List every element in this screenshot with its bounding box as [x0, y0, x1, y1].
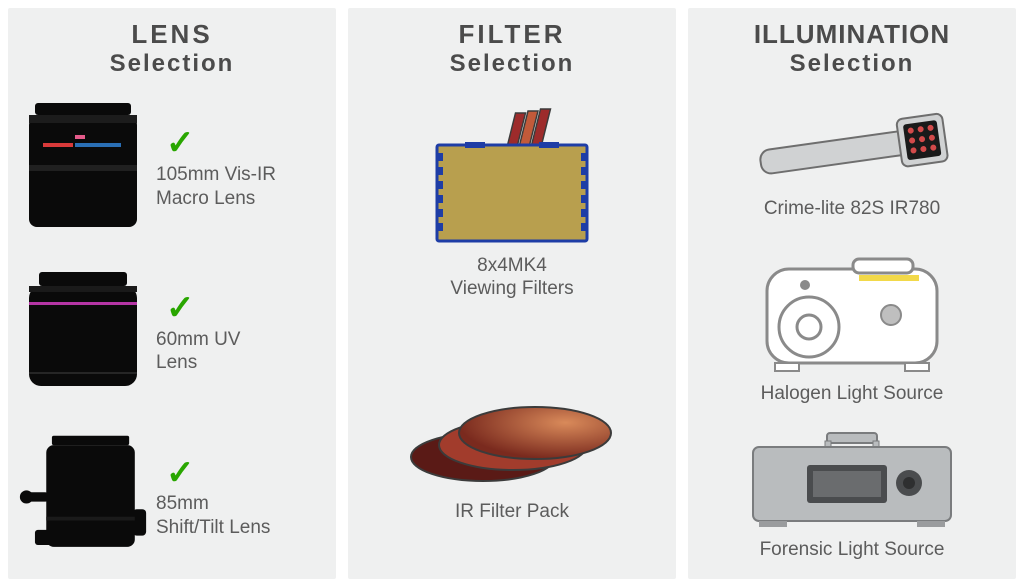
lens-items: ✓ 105mm Vis-IR Macro Lens ✓ 60mm UV Lens — [18, 91, 326, 571]
lens-60-icon — [18, 261, 148, 401]
filter-title-1: FILTER — [358, 20, 666, 50]
lens-60-text: ✓ 60mm UV Lens — [156, 287, 326, 375]
filter-item-box: 8x4MK4 Viewing Filters — [358, 91, 666, 316]
lens-85-text: ✓ 85mm Shift/Tilt Lens — [156, 452, 326, 540]
lens-105-label-1: 105mm Vis-IR — [156, 164, 276, 185]
lens-item-105: ✓ 105mm Vis-IR Macro Lens — [18, 91, 326, 241]
filter-box-icon — [427, 107, 597, 247]
filter-items: 8x4MK4 Viewing Filters IR Filter Pack — [358, 91, 666, 571]
halogen-icon — [757, 257, 947, 375]
check-icon: ✓ — [166, 452, 326, 495]
crimelite-label: Crime-lite 82S IR780 — [764, 198, 940, 221]
check-icon: ✓ — [166, 122, 326, 165]
filter-panel-title: FILTER Selection — [358, 20, 666, 77]
lens-title-1: LENS — [18, 20, 326, 50]
filter-pack-icon — [407, 393, 617, 493]
forensic-label: Forensic Light Source — [760, 539, 945, 562]
filter-box-label-1: 8x4MK4 — [477, 255, 547, 276]
illum-title-1: ILLUMINATION — [698, 20, 1006, 50]
check-icon: ✓ — [166, 287, 326, 330]
filter-pack-label-1: IR Filter Pack — [455, 501, 569, 522]
lens-60-label-2: Lens — [156, 352, 197, 373]
lens-panel: LENS Selection ✓ 105mm Vis-IR — [8, 8, 336, 579]
lens-60-label-1: 60mm UV — [156, 329, 240, 350]
filter-pack-label: IR Filter Pack — [455, 501, 569, 524]
illum-panel-title: ILLUMINATION Selection — [698, 20, 1006, 77]
illum-item-forensic: Forensic Light Source — [698, 421, 1006, 571]
lens-item-60: ✓ 60mm UV Lens — [18, 256, 326, 406]
illum-panel: ILLUMINATION Selection Crime-lite 82S IR… — [688, 8, 1016, 579]
lens-item-85: ✓ 85mm Shift/Tilt Lens — [18, 421, 326, 571]
forensic-icon — [747, 431, 957, 531]
lens-85-label-1: 85mm — [156, 493, 209, 514]
lens-title-2: Selection — [18, 50, 326, 78]
illum-title-2: Selection — [698, 50, 1006, 78]
lens-85-label-2: Shift/Tilt Lens — [156, 517, 270, 538]
halogen-label: Halogen Light Source — [761, 383, 944, 406]
filter-box-label-2: Viewing Filters — [450, 278, 573, 299]
lens-panel-title: LENS Selection — [18, 20, 326, 77]
lens-105-label-2: Macro Lens — [156, 188, 255, 209]
filter-panel: FILTER Selection — [348, 8, 676, 579]
lens-105-text: ✓ 105mm Vis-IR Macro Lens — [156, 122, 326, 210]
lens-105-icon — [18, 96, 148, 236]
filter-item-pack: IR Filter Pack — [358, 346, 666, 571]
filter-box-label: 8x4MK4 Viewing Filters — [450, 255, 573, 301]
crimelite-icon — [752, 112, 952, 190]
filter-title-2: Selection — [358, 50, 666, 78]
illum-item-crimelite: Crime-lite 82S IR780 — [698, 91, 1006, 241]
illum-items: Crime-lite 82S IR780 Halogen Light Sourc… — [698, 91, 1006, 571]
lens-85-icon — [18, 426, 148, 566]
illum-item-halogen: Halogen Light Source — [698, 256, 1006, 406]
